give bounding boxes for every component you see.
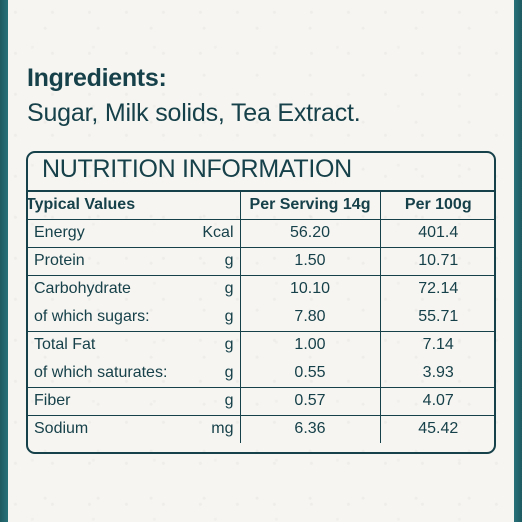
per100-value: 45.42 [379,414,496,443]
per100-value: 72.14 [379,274,496,303]
row-name: Protein [34,252,85,269]
row-name-cell: Sodium mg [26,414,241,443]
per100-value: 10.71 [379,246,496,276]
serving-value: 1.00 [239,330,381,359]
per100-value: 7.14 [379,330,496,359]
row-name: Sodium [34,420,89,438]
row-unit: g [224,336,234,354]
table-row: Sodium mg 6.36 45.42 [26,414,496,443]
row-unit: mg [211,420,234,438]
row-name-cell: of which sugars: g [26,303,241,332]
table-row: of which saturates: g 0.55 3.93 [26,359,496,388]
row-name-cell: of which saturates: g [26,359,241,388]
serving-value: 1.50 [239,246,381,276]
ingredients-heading: Ingredients: [27,64,167,92]
row-unit: g [224,307,234,325]
row-unit: g [224,280,234,298]
table-row: Energy Kcal 56.20 401.4 [26,218,496,248]
row-name-cell: Fiber g [26,386,241,416]
nutrition-title: NUTRITION INFORMATION [42,155,352,183]
row-unit: g [224,392,234,409]
row-name-cell: Energy Kcal [26,218,241,248]
ingredients-list: Sugar, Milk solids, Tea Extract. [27,99,361,127]
row-name-cell: Carbohydrate g [26,274,241,303]
serving-value: 6.36 [239,414,381,443]
row-name: Total Fat [34,336,96,354]
table-row: of which sugars: g 7.80 55.71 [26,303,496,332]
table-row: Fiber g 0.57 4.07 [26,386,496,416]
row-name: of which saturates: [34,363,168,381]
table-row: Carbohydrate g 10.10 72.14 [26,274,496,303]
serving-value: 7.80 [239,303,381,332]
per100-value: 4.07 [379,386,496,416]
header-per-serving: Per Serving 14g [239,190,381,220]
row-unit: Kcal [202,224,234,241]
header-per-100g: Per 100g [379,190,496,220]
per100-value: 401.4 [379,218,496,248]
row-name-cell: Total Fat g [26,330,241,359]
table-row: Total Fat g 1.00 7.14 [26,330,496,359]
nutrition-table: Typical Values Per Serving 14g Per 100g … [26,190,496,443]
row-name: of which sugars: [34,307,150,325]
row-name: Energy [34,224,85,241]
row-unit: g [224,363,234,381]
per100-value: 3.93 [379,359,496,388]
serving-value: 0.55 [239,359,381,388]
serving-value: 0.57 [239,386,381,416]
row-unit: g [224,252,234,269]
table-header-row: Typical Values Per Serving 14g Per 100g [26,190,496,220]
serving-value: 56.20 [239,218,381,248]
row-name-cell: Protein g [26,246,241,276]
header-typical-values: Typical Values [26,190,241,220]
row-name: Fiber [34,392,71,409]
row-name: Carbohydrate [34,280,131,298]
serving-value: 10.10 [239,274,381,303]
table-row: Protein g 1.50 10.71 [26,246,496,276]
per100-value: 55.71 [379,303,496,332]
